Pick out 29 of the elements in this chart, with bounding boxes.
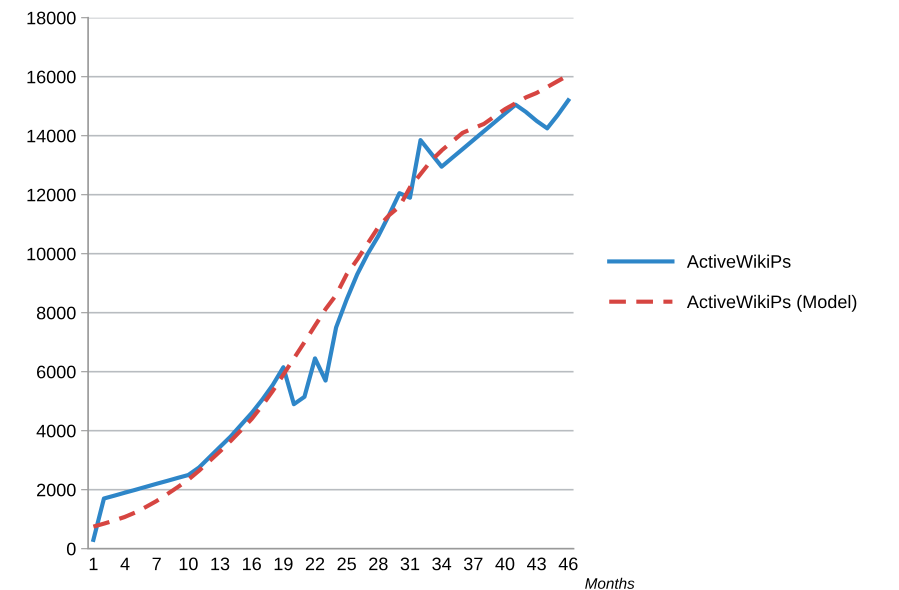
x-tick-label: 40	[495, 558, 514, 570]
x-tick-label: 31	[400, 558, 420, 570]
y-tick-label: 12000	[27, 188, 76, 202]
y-tick-label: 0	[66, 542, 76, 556]
y-tick-label: 16000	[27, 70, 76, 84]
y-tick-label: 14000	[27, 130, 76, 142]
legend-label: ActiveWikiPs (Model)	[686, 294, 856, 312]
legend-label: ActiveWikiPs	[686, 254, 791, 268]
x-tick-label: 16	[243, 558, 261, 570]
y-tick-label: 8000	[36, 306, 76, 320]
x-tick-label: 46	[558, 558, 578, 570]
x-tick-label: 4	[120, 558, 130, 570]
y-tick-label: 4000	[36, 424, 76, 438]
x-tick-label: 13	[211, 558, 230, 570]
x-axis-title: Months	[585, 578, 634, 589]
x-tick-label: 34	[432, 558, 452, 570]
x-tick-label: 25	[338, 558, 356, 570]
x-tick-label: 22	[306, 558, 324, 570]
x-tick-label: 10	[180, 558, 198, 570]
x-tick-label: 1	[90, 558, 98, 570]
y-tick-label: 18000	[27, 12, 76, 24]
x-tick-label: 7	[152, 558, 161, 570]
y-tick-label: 6000	[37, 366, 76, 378]
x-tick-label: 37	[464, 558, 482, 570]
x-tick-label: 19	[274, 558, 293, 570]
x-tick-label: 28	[369, 558, 388, 570]
x-tick-label: 43	[527, 558, 546, 570]
y-tick-label: 10000	[27, 248, 76, 260]
y-tick-label: 2000	[37, 484, 76, 496]
